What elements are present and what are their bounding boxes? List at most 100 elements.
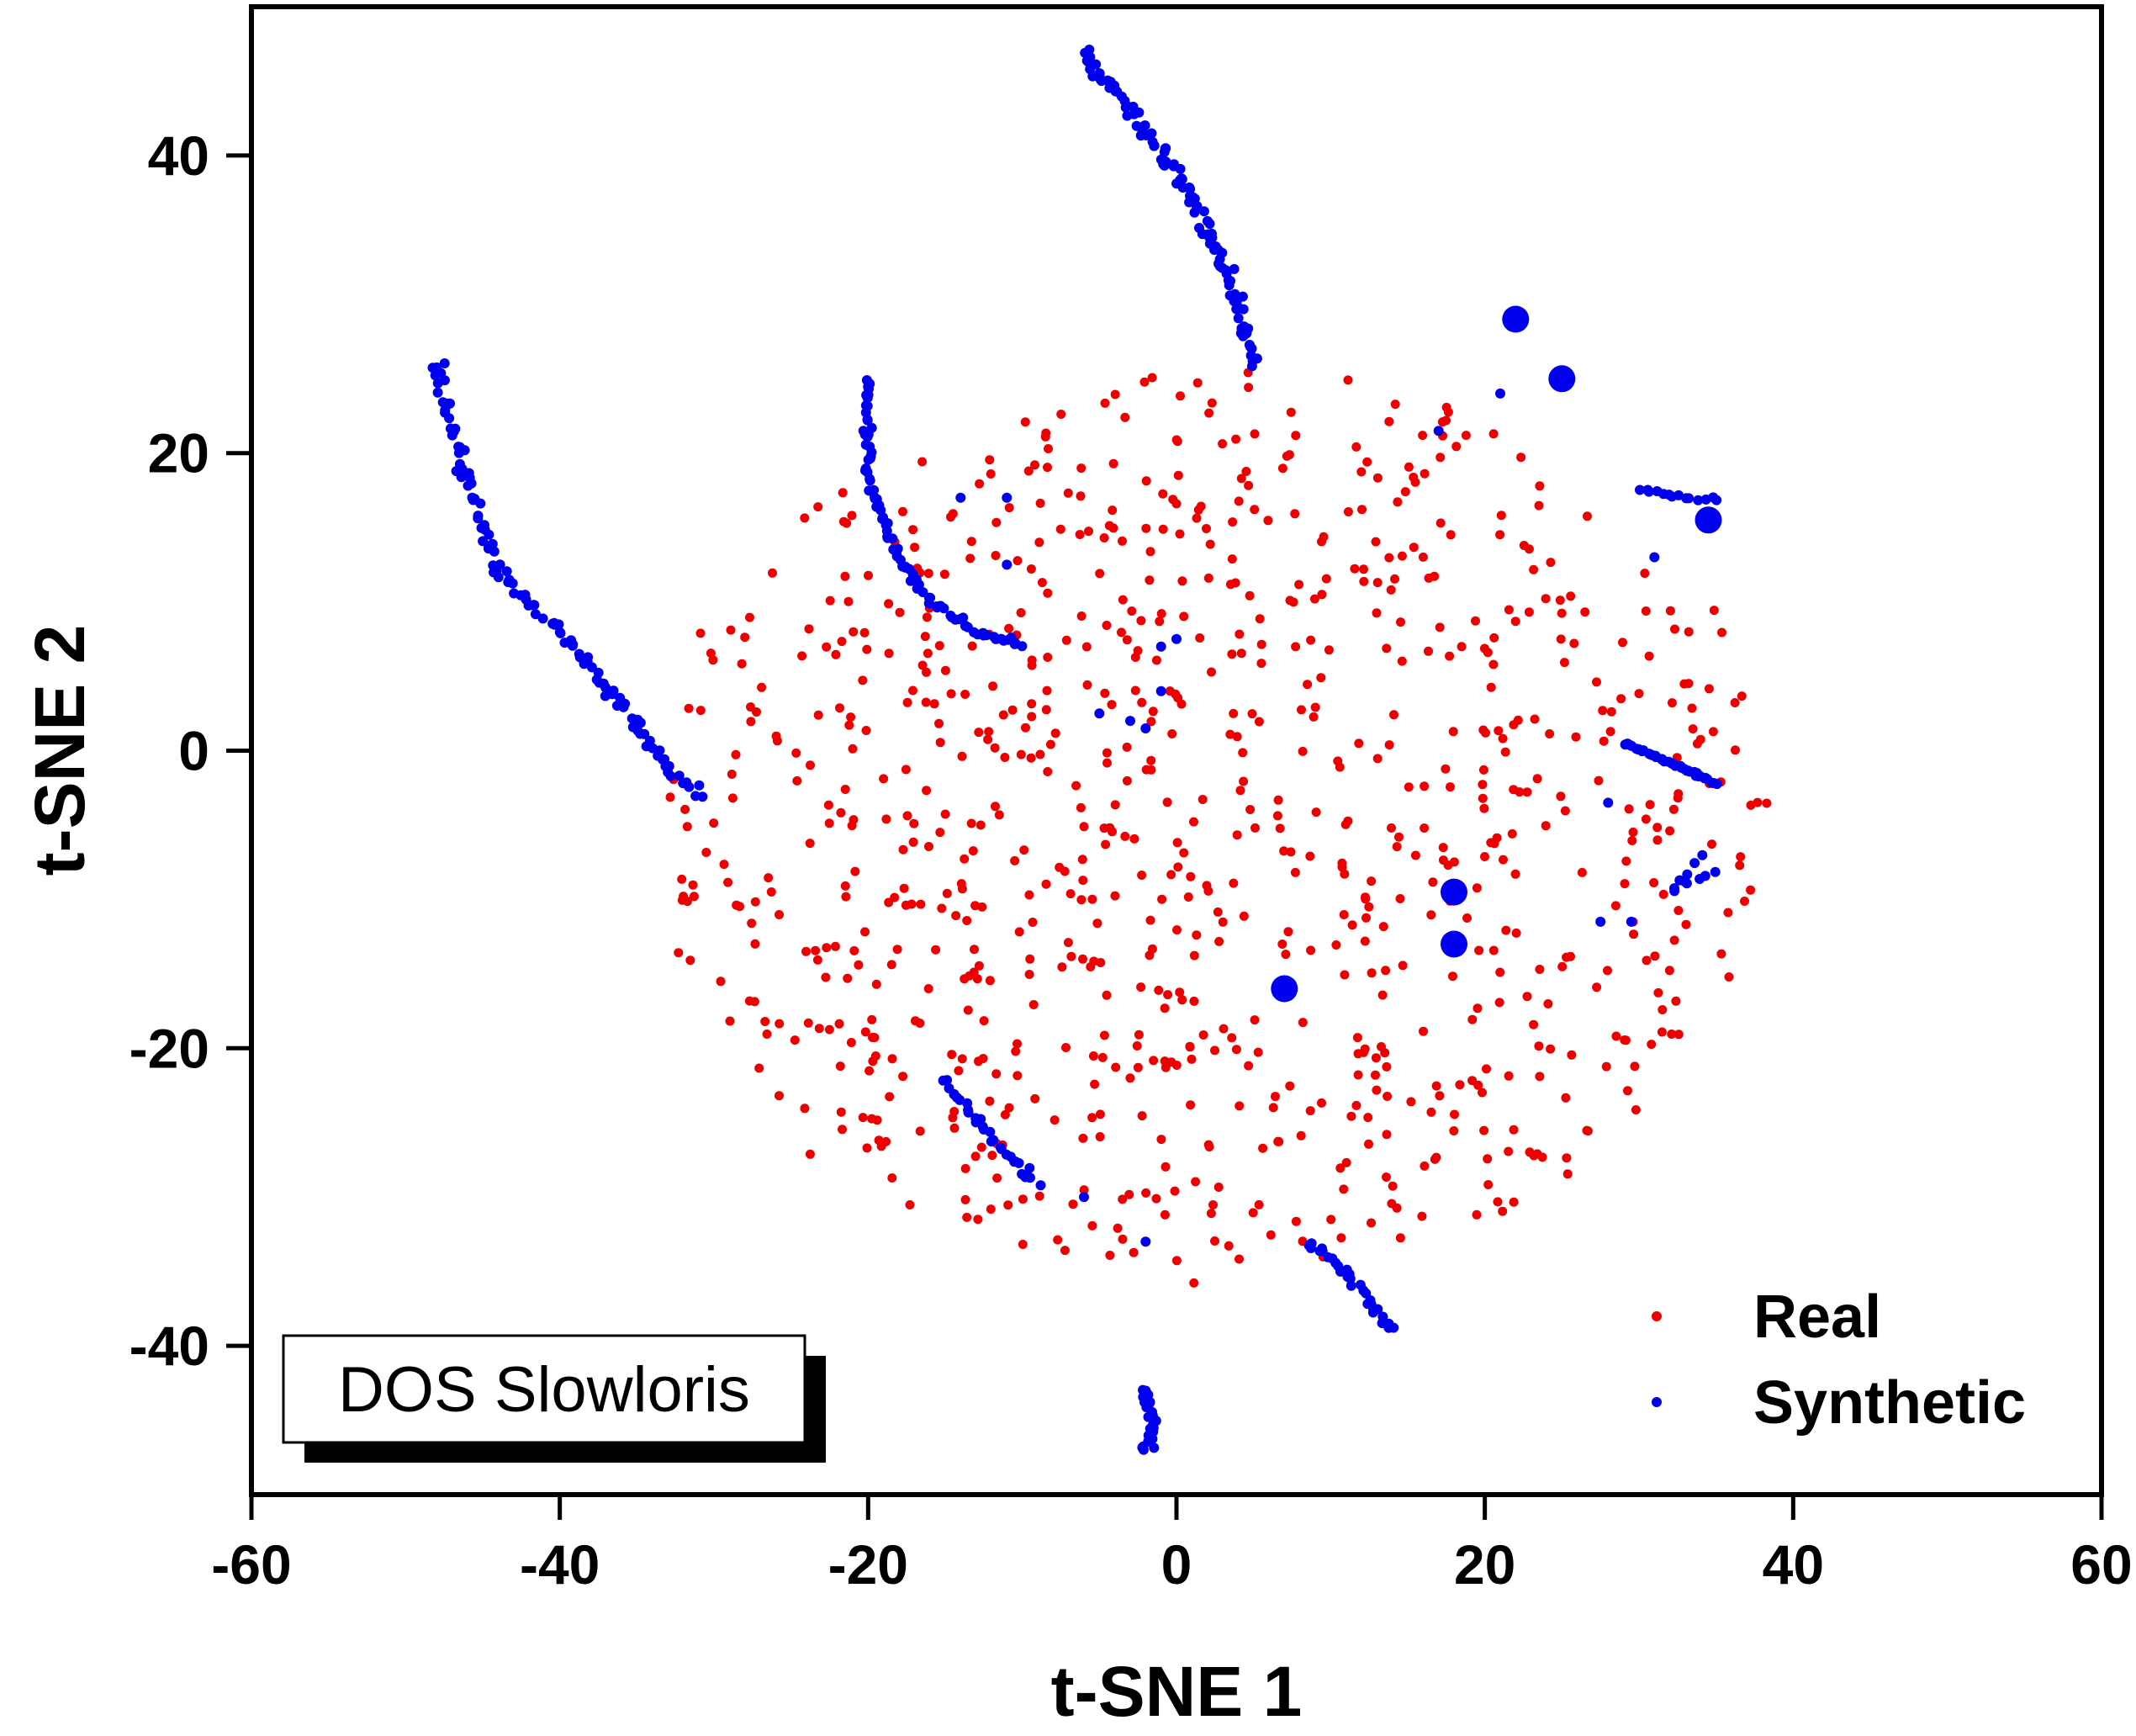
- real-point: [811, 945, 821, 955]
- synthetic-point: [1198, 206, 1209, 217]
- real-point: [835, 703, 844, 713]
- real-point: [1673, 906, 1684, 915]
- real-points-layer: [665, 368, 1772, 1288]
- legend-marker-synthetic: [1652, 1397, 1662, 1407]
- real-point: [1346, 1111, 1356, 1121]
- real-point: [1266, 1230, 1276, 1240]
- real-point: [837, 637, 847, 647]
- real-point: [960, 690, 970, 699]
- real-point: [1489, 632, 1499, 643]
- real-point: [975, 820, 986, 830]
- y-tick-label: 0: [178, 720, 209, 782]
- real-point: [1030, 460, 1039, 470]
- real-point: [1167, 729, 1177, 738]
- real-point: [1629, 929, 1639, 939]
- real-point: [1644, 651, 1654, 661]
- real-point: [1244, 1061, 1254, 1071]
- real-point: [1704, 684, 1714, 694]
- real-point: [735, 902, 744, 912]
- real-point: [1480, 852, 1489, 861]
- real-point: [1430, 1154, 1440, 1164]
- real-point: [1004, 623, 1014, 633]
- synthetic-point: [430, 370, 441, 381]
- synthetic-point: [1495, 388, 1505, 399]
- real-point: [991, 517, 1002, 527]
- real-point: [862, 644, 872, 654]
- real-point: [1283, 927, 1293, 937]
- real-point: [1618, 638, 1627, 648]
- real-point: [1372, 578, 1383, 588]
- real-point: [1583, 511, 1592, 521]
- real-point: [1309, 594, 1319, 604]
- y-tick-label: -40: [130, 1315, 209, 1377]
- real-point: [1095, 1109, 1105, 1119]
- real-point: [1076, 895, 1087, 905]
- real-point: [800, 513, 810, 523]
- real-point: [1382, 1130, 1392, 1140]
- real-point: [1218, 917, 1228, 927]
- synthetic-point: [985, 1126, 996, 1137]
- real-point: [1653, 987, 1663, 998]
- x-tick-label: 40: [1763, 1533, 1824, 1596]
- real-point: [951, 911, 961, 921]
- synthetic-point: [1125, 716, 1135, 727]
- synthetic-point: [1122, 100, 1133, 111]
- real-point: [905, 1200, 915, 1209]
- real-point: [899, 883, 909, 893]
- real-point: [1557, 961, 1568, 971]
- real-point: [1195, 633, 1205, 643]
- real-point: [1173, 862, 1183, 872]
- real-point: [1118, 1234, 1128, 1244]
- real-point: [1513, 715, 1523, 725]
- real-point: [1657, 1027, 1667, 1037]
- real-point: [803, 1018, 813, 1028]
- real-point: [1641, 814, 1651, 824]
- real-point: [1132, 1041, 1142, 1051]
- real-point: [954, 1066, 964, 1076]
- real-point: [935, 738, 945, 748]
- real-point: [985, 976, 995, 986]
- real-point: [1141, 523, 1151, 533]
- real-point: [1404, 462, 1414, 472]
- real-point: [1255, 614, 1265, 624]
- real-point: [967, 641, 977, 651]
- real-point: [1078, 876, 1088, 886]
- real-point: [1087, 894, 1097, 904]
- real-point: [1077, 855, 1087, 865]
- synthetic-point: [530, 609, 541, 620]
- real-point: [1057, 962, 1067, 972]
- real-point: [1254, 717, 1264, 727]
- real-point: [1667, 1029, 1677, 1039]
- real-point: [1634, 689, 1644, 699]
- real-point: [1035, 749, 1045, 760]
- synthetic-point: [1184, 197, 1195, 208]
- synthetic-point: [447, 430, 457, 441]
- real-point: [1494, 726, 1504, 736]
- real-point: [1187, 1054, 1197, 1064]
- real-point: [1409, 473, 1419, 482]
- real-point: [948, 1113, 958, 1123]
- real-point: [1000, 753, 1010, 762]
- synthetic-point: [1388, 1322, 1399, 1333]
- real-point: [849, 945, 859, 955]
- real-point: [1171, 1256, 1182, 1266]
- real-point: [940, 809, 950, 819]
- real-point: [1530, 714, 1540, 724]
- real-point: [731, 749, 741, 760]
- real-point: [1498, 733, 1508, 744]
- real-point: [1227, 1033, 1237, 1043]
- real-point: [1494, 998, 1504, 1008]
- real-point: [1532, 774, 1542, 784]
- real-point: [847, 511, 857, 521]
- real-point: [871, 979, 881, 989]
- real-point: [898, 1072, 908, 1082]
- real-point: [1028, 1000, 1039, 1009]
- synthetic-point: [493, 572, 504, 583]
- real-point: [701, 848, 711, 857]
- synthetic-point: [1176, 174, 1187, 185]
- real-point: [1238, 748, 1248, 758]
- synthetic-point: [1689, 858, 1700, 869]
- real-point: [831, 649, 841, 659]
- real-point: [1007, 705, 1018, 715]
- real-point: [1204, 408, 1214, 418]
